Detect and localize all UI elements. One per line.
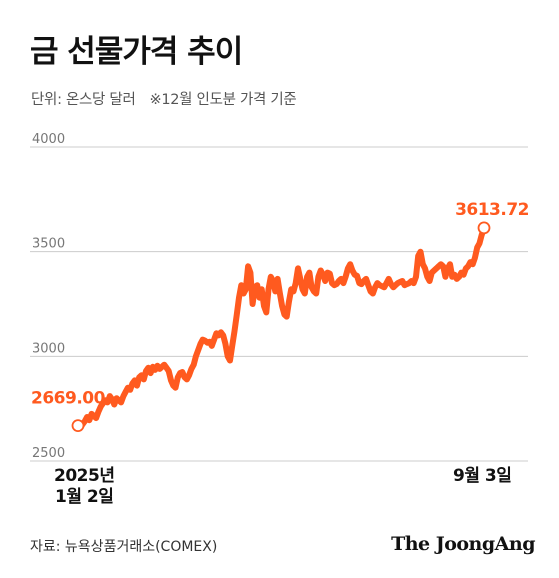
x-start-year: 2025년 — [54, 466, 115, 486]
y-tick-label: 4000 — [32, 132, 65, 147]
y-tick-label: 3500 — [32, 237, 65, 252]
line-chart: 4000 3500 3000 2500 2669.00 3613.72 — [30, 132, 530, 462]
start-point-marker — [71, 419, 85, 433]
x-start-label: 2025년 1월 2일 — [54, 466, 115, 508]
basis-note: ※12월 인도분 가격 기준 — [149, 92, 297, 108]
y-tick-label: 2500 — [32, 446, 65, 461]
chart-subtitle: 단위: 온스당 달러 ※12월 인도분 가격 기준 — [31, 88, 297, 109]
x-start-date: 1월 2일 — [55, 487, 114, 507]
x-end-label: 9월 3일 — [453, 466, 512, 486]
unit-label: 단위: 온스당 달러 — [31, 92, 136, 108]
grid-lines — [30, 146, 528, 462]
end-value-label: 3613.72 — [455, 200, 529, 220]
gold-price-line — [75, 224, 487, 431]
brand-logo: The JoongAng — [391, 533, 535, 555]
page-title: 금 선물가격 추이 — [30, 34, 243, 70]
y-tick-label: 3000 — [32, 341, 65, 356]
end-point-marker — [477, 221, 491, 235]
source-note: 자료: 뉴욕상품거래소(COMEX) — [30, 539, 218, 555]
start-value-label: 2669.00 — [31, 389, 106, 409]
y-tick-labels: 4000 3500 3000 2500 — [32, 132, 65, 461]
